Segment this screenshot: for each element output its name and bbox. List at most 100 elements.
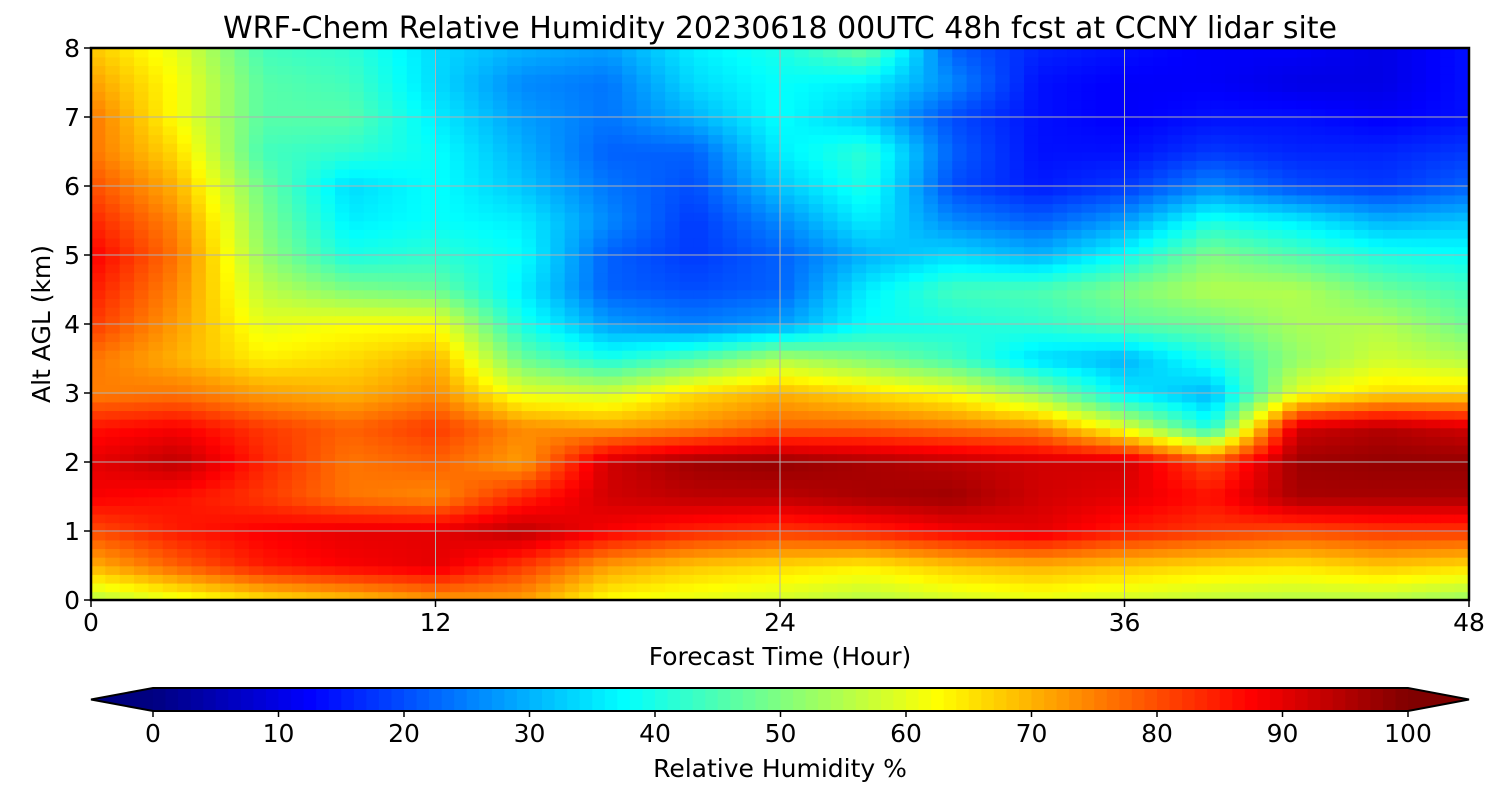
heatmap-cell <box>636 246 652 256</box>
heatmap-cell <box>1052 272 1068 282</box>
heatmap-cell <box>722 220 738 230</box>
heatmap-cell <box>980 496 997 506</box>
heatmap-cell <box>478 436 494 446</box>
heatmap-cell <box>1052 203 1068 213</box>
heatmap-cell <box>708 160 724 170</box>
heatmap-cell <box>693 168 710 179</box>
heatmap-cell <box>923 591 939 600</box>
heatmap-cell <box>550 384 566 394</box>
heatmap-cell <box>564 324 580 334</box>
heatmap-cell <box>679 556 695 567</box>
heatmap-cell <box>363 160 379 170</box>
heatmap-cell <box>220 151 236 161</box>
heatmap-cell <box>1368 255 1384 265</box>
heatmap-cell <box>248 151 265 161</box>
heatmap-cell <box>765 168 781 179</box>
heatmap-cell <box>980 444 997 455</box>
heatmap-cell <box>1081 513 1097 524</box>
heatmap-cell <box>708 505 724 515</box>
heatmap-cell <box>1397 298 1413 308</box>
heatmap-cell <box>923 496 939 506</box>
heatmap-cell <box>1425 237 1442 248</box>
heatmap-cell <box>952 280 968 291</box>
heatmap-cell <box>880 401 896 412</box>
heatmap-cell <box>507 280 523 291</box>
heatmap-cell <box>966 168 982 179</box>
heatmap-cell <box>349 453 365 463</box>
heatmap-cell <box>909 531 925 541</box>
heatmap-cell <box>751 151 767 161</box>
heatmap-cell <box>148 531 164 541</box>
heatmap-cell <box>636 436 652 446</box>
heatmap-cell <box>1268 203 1284 213</box>
heatmap-cell <box>808 211 824 222</box>
heatmap-cell <box>435 591 451 600</box>
heatmap-cell <box>1253 565 1269 575</box>
heatmap-cell <box>722 263 738 274</box>
heatmap-cell <box>909 306 925 317</box>
heatmap-cell <box>679 151 695 161</box>
heatmap-cell <box>995 298 1011 308</box>
heatmap-cell <box>363 272 379 282</box>
heatmap-cell <box>1282 220 1298 230</box>
heatmap-cell <box>1024 479 1040 489</box>
heatmap-cell <box>1339 168 1355 179</box>
heatmap-cell <box>248 194 265 205</box>
heatmap-cell <box>722 160 738 170</box>
heatmap-cell <box>1167 531 1183 541</box>
heatmap-cell <box>1196 522 1212 532</box>
heatmap-cell <box>1210 384 1226 394</box>
heatmap-cell <box>291 246 308 256</box>
heatmap-cell <box>177 298 193 308</box>
heatmap-cell <box>780 349 796 360</box>
heatmap-cell <box>535 246 552 256</box>
heatmap-cell <box>665 280 681 291</box>
heatmap-cell <box>794 203 810 213</box>
heatmap-cell <box>1081 375 1097 386</box>
heatmap-cell <box>1253 574 1269 584</box>
heatmap-cell <box>1440 341 1456 351</box>
heatmap-cell <box>291 367 308 377</box>
heatmap-cell <box>607 453 623 463</box>
heatmap-cell <box>593 298 609 308</box>
heatmap-cell <box>162 272 178 282</box>
heatmap-cell <box>1153 246 1169 256</box>
heatmap-cell <box>119 436 135 446</box>
heatmap-cell <box>550 375 566 386</box>
heatmap-cell <box>464 393 480 403</box>
heatmap-cell <box>1253 220 1269 230</box>
heatmap-cell <box>363 151 379 161</box>
heatmap-cell <box>636 462 652 472</box>
heatmap-cell <box>995 410 1011 420</box>
heatmap-cell <box>105 151 121 161</box>
heatmap-cell <box>1282 427 1298 437</box>
heatmap-cell <box>622 229 638 239</box>
heatmap-cell <box>837 306 853 317</box>
heatmap-cell <box>564 487 580 498</box>
heatmap-cell <box>765 548 781 558</box>
heatmap-cell <box>277 548 293 558</box>
heatmap-cell <box>866 487 882 498</box>
heatmap-cell <box>1411 237 1427 248</box>
heatmap-cell <box>363 401 379 412</box>
heatmap-cell <box>1095 539 1111 550</box>
heatmap-cell <box>1325 332 1341 343</box>
heatmap-cell <box>1024 151 1040 161</box>
heatmap-cell <box>1253 539 1269 550</box>
heatmap-cell <box>851 272 867 282</box>
heatmap-cell <box>1038 548 1054 558</box>
heatmap-cell <box>320 565 336 575</box>
heatmap-cell <box>564 531 580 541</box>
heatmap-cell <box>507 177 523 187</box>
heatmap-cell <box>923 272 939 282</box>
heatmap-cell <box>535 324 552 334</box>
heatmap-cell <box>1138 548 1155 558</box>
heatmap-cell <box>406 237 422 248</box>
heatmap-cell <box>650 289 666 299</box>
heatmap-cell <box>1239 479 1255 489</box>
heatmap-cell <box>1397 324 1413 334</box>
heatmap-cell <box>1354 565 1370 575</box>
heatmap-cell <box>894 444 910 455</box>
heatmap-cell <box>909 574 925 584</box>
heatmap-cell <box>909 565 925 575</box>
